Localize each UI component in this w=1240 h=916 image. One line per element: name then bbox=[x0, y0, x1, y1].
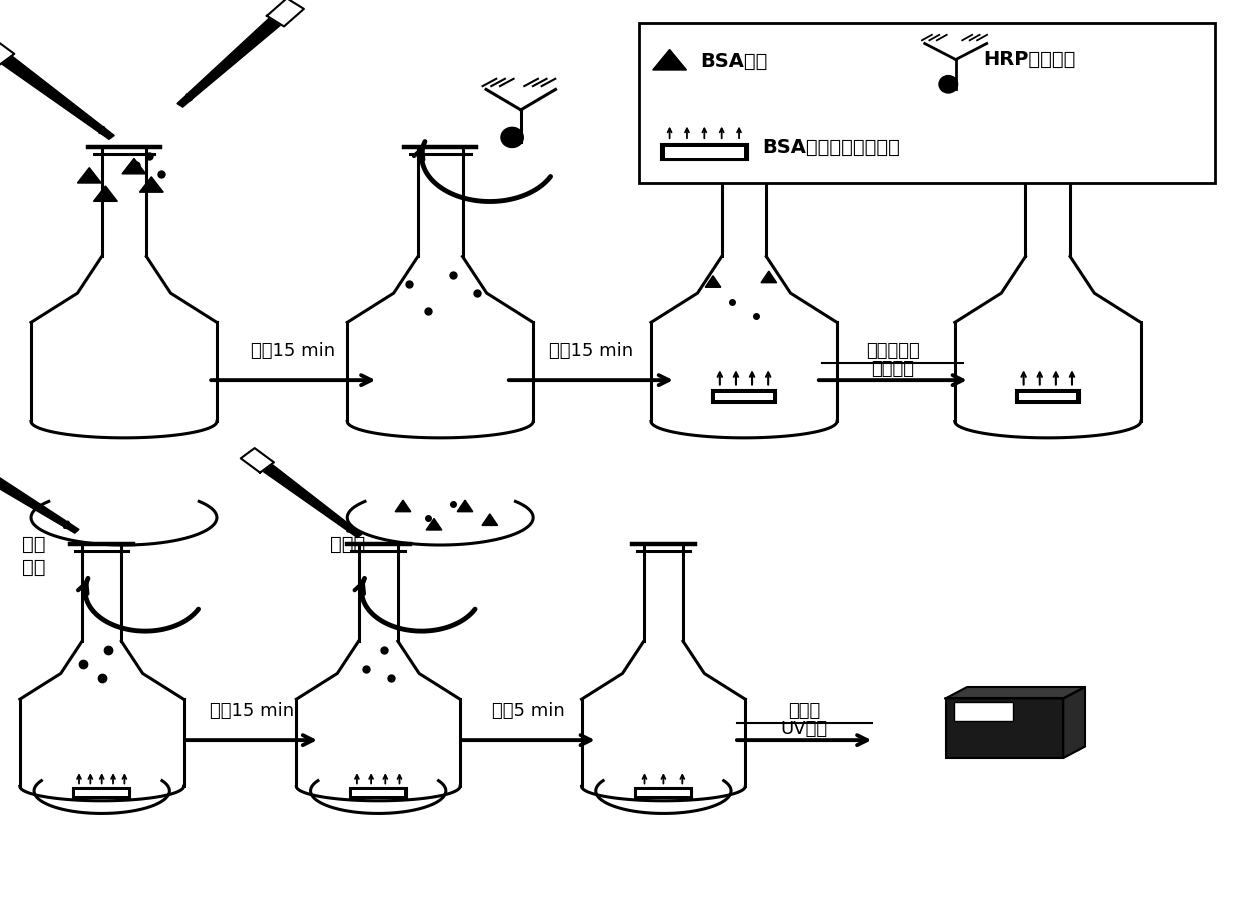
Polygon shape bbox=[1063, 687, 1085, 758]
Ellipse shape bbox=[939, 75, 957, 93]
Text: 洗涤三次: 洗涤三次 bbox=[872, 360, 914, 378]
Bar bbox=[955, 702, 1013, 721]
Bar bbox=[637, 790, 689, 796]
Bar bbox=[73, 788, 130, 798]
Polygon shape bbox=[0, 465, 79, 533]
Polygon shape bbox=[946, 687, 1085, 699]
Polygon shape bbox=[122, 158, 146, 174]
Text: 上清液: 上清液 bbox=[787, 702, 821, 720]
Polygon shape bbox=[427, 518, 441, 530]
Polygon shape bbox=[139, 177, 164, 192]
Polygon shape bbox=[77, 168, 102, 183]
Bar bbox=[635, 788, 692, 798]
Text: 滤去上清液: 滤去上清液 bbox=[866, 342, 920, 360]
Bar bbox=[352, 790, 404, 796]
Text: 终止液: 终止液 bbox=[330, 535, 365, 554]
Text: BSA键合的玻璃毛细管: BSA键合的玻璃毛细管 bbox=[763, 138, 900, 157]
Bar bbox=[712, 390, 776, 403]
Bar bbox=[661, 144, 748, 160]
Polygon shape bbox=[1, 56, 114, 139]
Bar bbox=[1016, 390, 1080, 403]
Text: BSA抗原: BSA抗原 bbox=[701, 52, 768, 71]
Polygon shape bbox=[263, 464, 362, 538]
Bar bbox=[1019, 393, 1076, 400]
Polygon shape bbox=[458, 500, 472, 512]
Text: 反应15 min: 反应15 min bbox=[210, 702, 294, 720]
Polygon shape bbox=[706, 276, 720, 288]
Polygon shape bbox=[177, 17, 281, 107]
Polygon shape bbox=[482, 514, 497, 526]
Polygon shape bbox=[396, 500, 410, 512]
Polygon shape bbox=[652, 49, 687, 70]
Polygon shape bbox=[93, 186, 118, 202]
Text: 反应15 min: 反应15 min bbox=[252, 342, 335, 360]
Bar bbox=[665, 147, 744, 158]
Ellipse shape bbox=[501, 127, 523, 147]
Text: 底物
溶液: 底物 溶液 bbox=[22, 535, 45, 577]
Text: 反应5 min: 反应5 min bbox=[492, 702, 564, 720]
Bar bbox=[639, 23, 1215, 183]
Bar bbox=[946, 699, 1064, 758]
Bar bbox=[715, 393, 773, 400]
Bar bbox=[350, 788, 407, 798]
Polygon shape bbox=[241, 448, 274, 473]
Text: UV检测: UV检测 bbox=[780, 720, 828, 738]
Polygon shape bbox=[267, 0, 304, 27]
Polygon shape bbox=[761, 271, 776, 283]
Polygon shape bbox=[0, 38, 15, 66]
Text: HRP标记抗体: HRP标记抗体 bbox=[983, 50, 1075, 69]
Text: 反应15 min: 反应15 min bbox=[549, 342, 632, 360]
Bar bbox=[76, 790, 128, 796]
